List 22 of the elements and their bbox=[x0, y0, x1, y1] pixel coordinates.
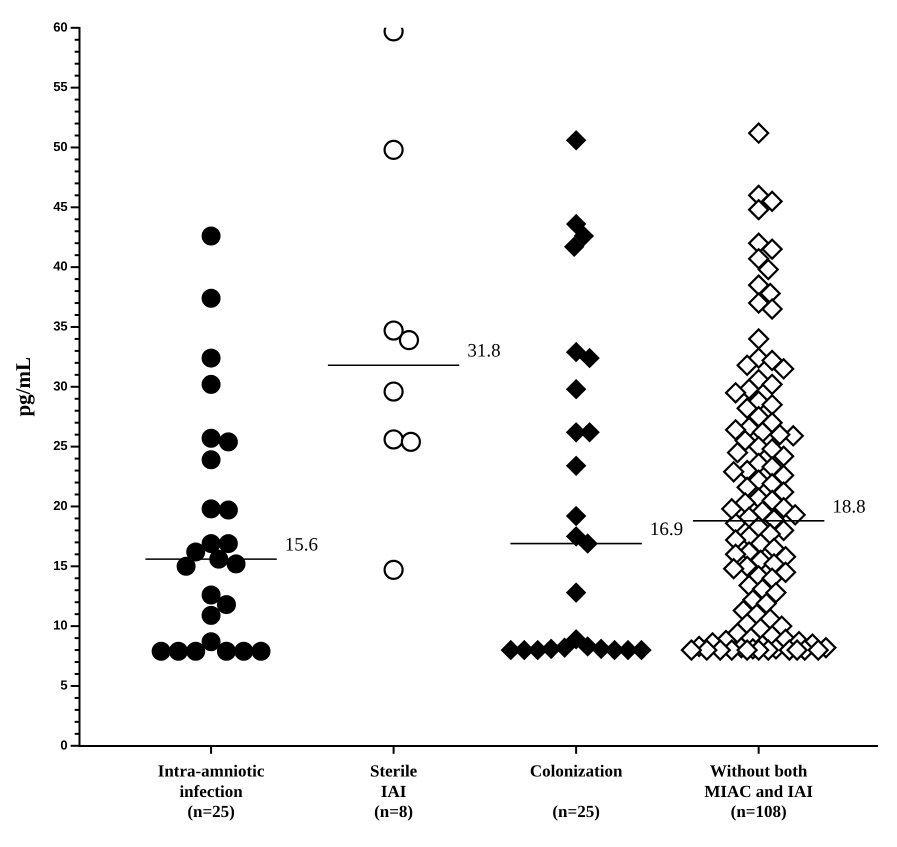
y-tick-label: 0 bbox=[60, 737, 68, 752]
ref-line-label: 16.9 bbox=[650, 519, 684, 540]
y-axis-title: pg/mL bbox=[11, 357, 36, 417]
y-tick-label: 35 bbox=[53, 318, 68, 334]
ref-line-label: 18.8 bbox=[832, 496, 866, 518]
y-tick-label: 10 bbox=[53, 618, 68, 633]
y-tick-label: 40 bbox=[53, 258, 68, 274]
x-tick-label: Without both MIAC and IAI (n=108) bbox=[704, 761, 814, 822]
category-label: Colonization (n=25) bbox=[530, 761, 622, 822]
x-tick-label: Intra-amniotic infection (n=25) bbox=[158, 761, 265, 822]
ref-line-label: 31.8 bbox=[467, 340, 501, 362]
y-tick-label: 50 bbox=[53, 139, 68, 154]
y-tick-label: 5 bbox=[60, 678, 68, 693]
y-tick-label: 30 bbox=[53, 378, 68, 394]
y-tick-label: 55 bbox=[53, 79, 68, 94]
y-tick-label: 45 bbox=[53, 198, 68, 214]
y-tick-label: 25 bbox=[53, 438, 68, 454]
x-tick-label: Sterile IAI (n=8) bbox=[370, 761, 418, 822]
y-tick-label: 15 bbox=[53, 558, 68, 573]
y-tick-label: 60 bbox=[53, 19, 68, 34]
ref-line-label: 15.6 bbox=[284, 534, 318, 556]
y-tick-label: 20 bbox=[53, 498, 68, 514]
